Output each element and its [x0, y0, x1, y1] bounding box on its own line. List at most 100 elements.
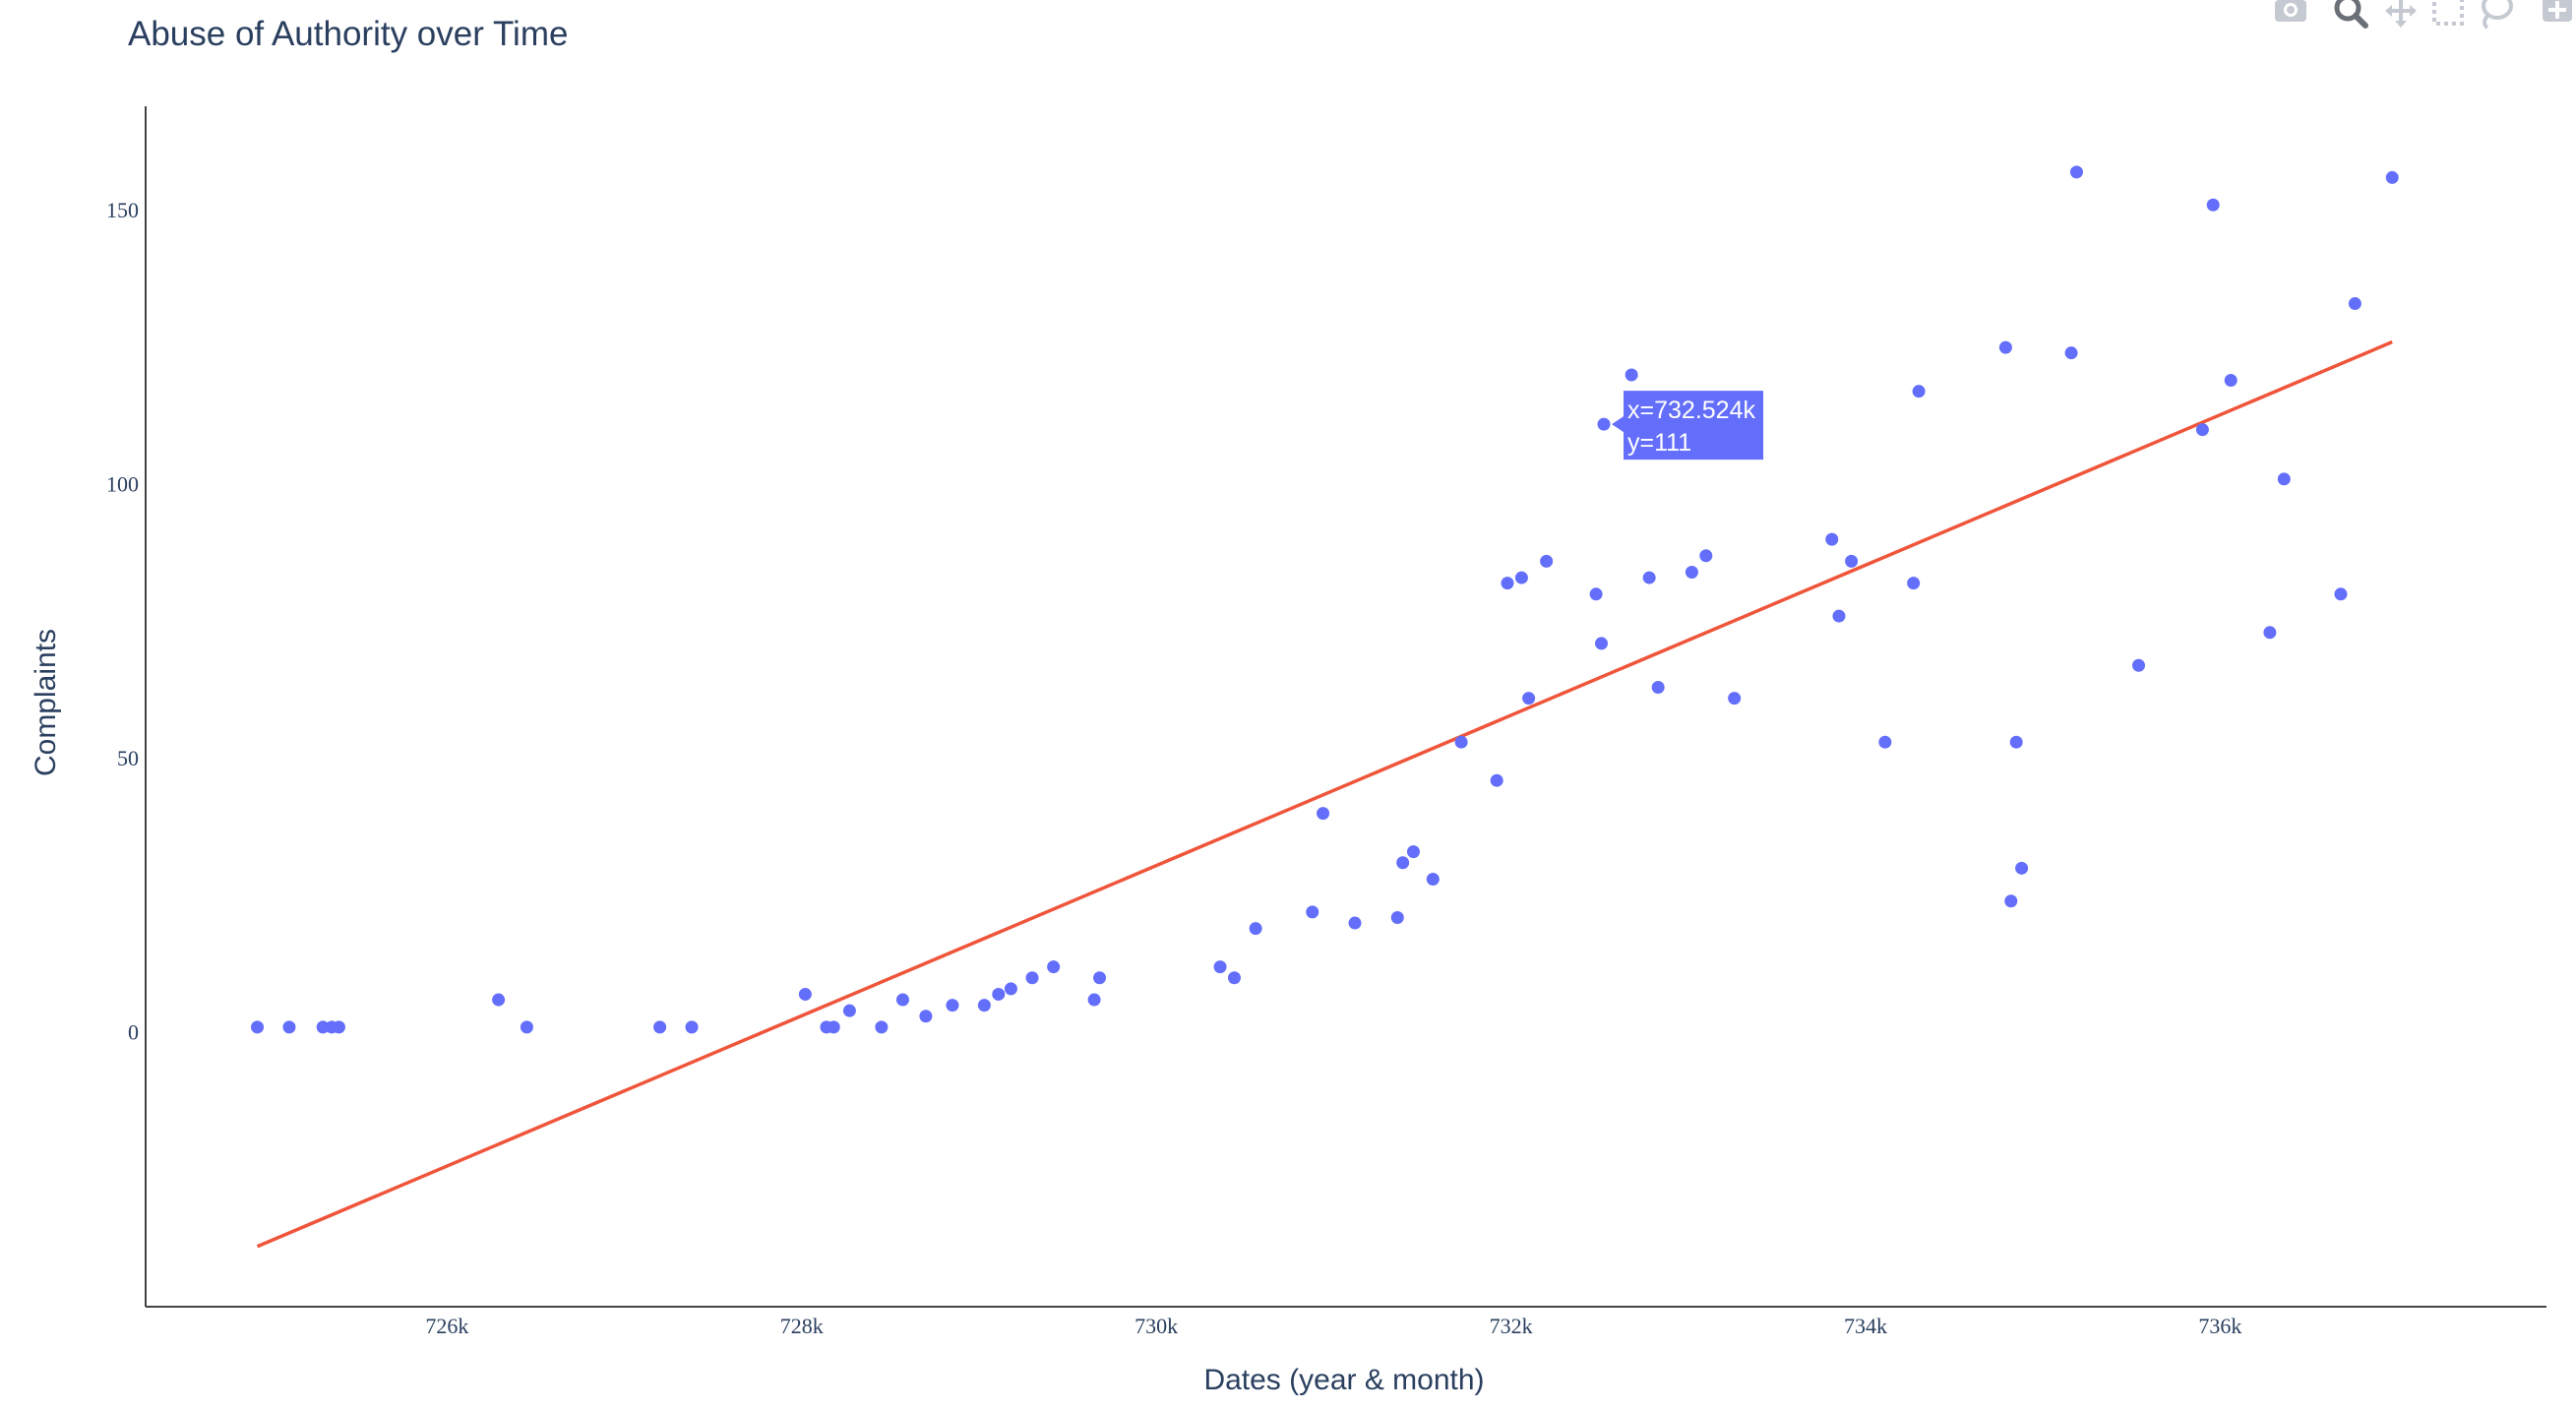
- hover-box: [1612, 391, 1764, 460]
- scatter-point[interactable]: [1540, 554, 1554, 568]
- scatter-point[interactable]: [946, 999, 959, 1012]
- scatter-point[interactable]: [492, 993, 506, 1007]
- scatter-point[interactable]: [1004, 982, 1017, 996]
- scatter-point[interactable]: [1406, 845, 1420, 859]
- x-tick-label: 732k: [1490, 1314, 1533, 1338]
- scatter-point[interactable]: [1317, 807, 1330, 821]
- scatter-point[interactable]: [992, 987, 1006, 1001]
- y-tick-label: 100: [106, 471, 139, 496]
- x-tick-label: 736k: [2198, 1314, 2241, 1338]
- scatter-point[interactable]: [251, 1020, 265, 1034]
- scatter-point[interactable]: [2132, 658, 2146, 672]
- scatter-point[interactable]: [1594, 637, 1608, 650]
- hover-y-text: y=111: [1627, 429, 1691, 457]
- scatter-point[interactable]: [1213, 960, 1227, 974]
- scatter-point[interactable]: [1047, 960, 1061, 974]
- scatter-point[interactable]: [895, 993, 909, 1007]
- x-axis-title: Dates (year & month): [1203, 1364, 1484, 1396]
- scatter-point[interactable]: [1390, 910, 1404, 924]
- plot-area[interactable]: [146, 106, 2546, 1307]
- scatter-point[interactable]: [1087, 993, 1101, 1007]
- scatter-point[interactable]: [798, 987, 812, 1001]
- scatter-points-layer: [251, 165, 2399, 1034]
- scatter-point[interactable]: [1522, 692, 1536, 706]
- x-axis-ticks: 726k 728k 730k 732k 734k 736k: [425, 1314, 2241, 1338]
- scatter-point[interactable]: [2015, 861, 2029, 875]
- box-select-icon[interactable]: [2432, 0, 2464, 26]
- scatter-point[interactable]: [1642, 571, 1656, 584]
- scatter-point[interactable]: [1878, 735, 1892, 749]
- scatter-point[interactable]: [282, 1020, 296, 1034]
- trend-line: [256, 339, 2393, 1249]
- scatter-point[interactable]: [842, 1004, 856, 1017]
- scatter-point[interactable]: [2263, 626, 2277, 640]
- scatter-point[interactable]: [2206, 198, 2220, 212]
- y-axis-title: Complaints: [30, 629, 62, 776]
- scatter-point[interactable]: [520, 1020, 533, 1034]
- scatter-point[interactable]: [977, 999, 991, 1012]
- plot-background[interactable]: [146, 106, 2546, 1307]
- scatter-point[interactable]: [1907, 577, 1921, 590]
- scatter-point[interactable]: [2385, 170, 2399, 184]
- y-tick-label: 50: [117, 746, 139, 770]
- hover-tooltip: x=732.524k y=111: [1612, 391, 1764, 460]
- scatter-point[interactable]: [2004, 894, 2018, 908]
- scatter-point[interactable]: [2064, 346, 2078, 360]
- modebar: [2275, 0, 2572, 30]
- scatter-point[interactable]: [332, 1020, 345, 1034]
- scatter-point[interactable]: [1249, 922, 1262, 936]
- zoom-in-icon[interactable]: [2543, 0, 2572, 22]
- zoom-icon[interactable]: [2334, 0, 2368, 29]
- scatter-point[interactable]: [1348, 916, 1362, 930]
- scatter-point[interactable]: [1093, 971, 1107, 985]
- scatter-point[interactable]: [1597, 417, 1611, 431]
- scatter-point[interactable]: [919, 1010, 933, 1023]
- scatter-point[interactable]: [2009, 735, 2023, 749]
- camera-icon[interactable]: [2275, 0, 2306, 22]
- x-tick-label: 730k: [1135, 1314, 1178, 1338]
- scatter-point[interactable]: [1589, 587, 1603, 601]
- lasso-select-icon[interactable]: [2482, 0, 2513, 30]
- scatter-point[interactable]: [1306, 905, 1319, 919]
- scatter-point[interactable]: [1825, 532, 1839, 546]
- scatter-point[interactable]: [1699, 549, 1713, 563]
- pan-icon[interactable]: [2385, 0, 2417, 28]
- scatter-point[interactable]: [2224, 374, 2238, 388]
- x-tick-label: 726k: [425, 1314, 468, 1338]
- scatter-point[interactable]: [875, 1020, 889, 1034]
- scatter-point[interactable]: [653, 1020, 667, 1034]
- scatter-point[interactable]: [2195, 423, 2209, 437]
- scatter-point[interactable]: [685, 1020, 699, 1034]
- scatter-point[interactable]: [1501, 577, 1514, 590]
- scatter-point[interactable]: [2334, 587, 2348, 601]
- hover-x-text: x=732.524k: [1627, 397, 1755, 424]
- scatter-point[interactable]: [1426, 872, 1440, 886]
- scatter-point[interactable]: [1396, 856, 1410, 870]
- scatter-point[interactable]: [1514, 571, 1528, 584]
- scatter-point[interactable]: [1685, 566, 1698, 580]
- scatter-point[interactable]: [1025, 971, 1039, 985]
- scatter-point[interactable]: [1728, 692, 1742, 706]
- trend-line-layer: [256, 339, 2393, 1249]
- scatter-point[interactable]: [316, 1020, 330, 1034]
- scatter-point[interactable]: [1998, 340, 2012, 354]
- scatter-point[interactable]: [2069, 165, 2083, 179]
- scatter-point[interactable]: [2277, 472, 2291, 486]
- scatter-point[interactable]: [1832, 609, 1846, 623]
- chart-title: Abuse of Authority over Time: [128, 15, 568, 53]
- scatter-point[interactable]: [1227, 971, 1241, 985]
- scatter-point[interactable]: [1651, 681, 1665, 695]
- y-tick-label: 0: [128, 1019, 139, 1044]
- scatter-point[interactable]: [1912, 385, 1926, 399]
- scatter-point[interactable]: [827, 1020, 840, 1034]
- y-tick-label: 150: [106, 198, 139, 222]
- scatter-point[interactable]: [1490, 773, 1503, 787]
- scatter-point[interactable]: [1845, 554, 1859, 568]
- scatter-point[interactable]: [1454, 735, 1468, 749]
- y-axis-ticks: 0 50 100 150: [106, 198, 139, 1045]
- x-tick-label: 728k: [780, 1314, 824, 1338]
- scatter-point[interactable]: [1625, 368, 1638, 382]
- scatter-point[interactable]: [2348, 297, 2361, 311]
- x-tick-label: 734k: [1844, 1314, 1887, 1338]
